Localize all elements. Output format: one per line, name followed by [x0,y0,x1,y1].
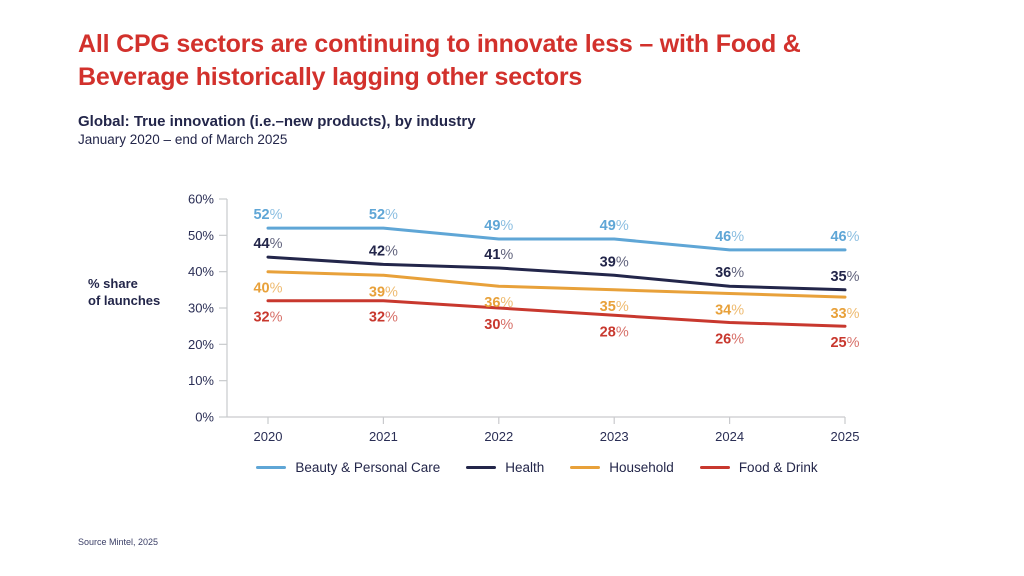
data-label-health: 42% [369,243,398,259]
y-tick-label: 30% [188,301,214,316]
data-label-health: 44% [253,236,282,252]
y-tick-label: 0% [195,410,214,425]
series-line-household [266,270,847,299]
legend-swatch-health [466,465,497,470]
data-label-food-and-drink: 32% [369,310,398,326]
data-label-beauty-and-personal-care: 49% [600,218,629,234]
data-label-household: 33% [830,306,859,322]
legend-label: Household [609,460,674,475]
x-tick-label: 2020 [254,429,283,444]
slide-title-line2: Beverage historically lagging other sect… [78,63,583,91]
data-label-beauty-and-personal-care: 52% [253,207,282,223]
series-line-health [266,255,847,292]
x-tick-label: 2021 [369,429,398,444]
chart-legend: Beauty & Personal Care Health Household Foo… [25,460,1024,475]
legend-label: Food & Drink [738,460,818,475]
data-label-health: 35% [830,269,859,285]
y-tick-label: 50% [188,228,214,243]
data-label-health: 36% [715,265,744,281]
data-label-beauty-and-personal-care: 52% [369,207,398,223]
data-label-food-and-drink: 28% [600,324,629,340]
slide-title-line1: All CPG sectors are continuing to innova… [78,30,801,58]
data-label-beauty-and-personal-care: 49% [484,218,513,234]
y-tick-label: 40% [188,264,214,279]
y-tick-label: 20% [188,337,214,352]
data-label-household: 39% [369,284,398,300]
legend-item-food-and-drink: Food & Drink [699,460,818,475]
series-line-food-and-drink [266,299,847,328]
legend-swatch-food-and-drink [699,465,730,470]
y-axis-title-line2: of launches [88,292,161,308]
legend-item-household: Household [570,460,674,475]
data-label-health: 39% [600,254,629,270]
data-label-food-and-drink: 32% [253,310,282,326]
data-label-beauty-and-personal-care: 46% [715,229,744,245]
x-tick-label: 2023 [600,429,629,444]
y-axis-title-line1: % share [88,276,138,291]
legend-item-health: Health [466,460,544,475]
y-tick-label: 10% [188,373,214,388]
x-tick-label: 2025 [831,429,860,444]
data-label-health: 41% [484,247,513,263]
chart-subtitle: Global: True innovation (i.e.–new produc… [78,113,476,130]
data-label-food-and-drink: 26% [715,332,744,348]
legend-swatch-household [570,465,601,470]
y-axis-title: % share of launches [88,276,160,310]
slide-title: All CPG sectors are continuing to innova… [78,28,1018,94]
source-note: Source Mintel, 2025 [78,537,159,547]
legend-swatch-beauty-and-personal-care [256,465,287,470]
legend-item-beauty-and-personal-care: Beauty & Personal Care [256,460,440,475]
data-label-beauty-and-personal-care: 46% [830,229,859,245]
x-tick-label: 2024 [715,429,744,444]
data-label-household: 34% [715,302,744,318]
y-tick-label: 60% [188,192,214,207]
data-label-household: 35% [600,299,629,315]
legend-label: Beauty & Personal Care [295,460,441,475]
data-label-household: 36% [484,295,513,311]
x-tick-label: 2022 [484,429,513,444]
chart-header: Global: True innovation (i.e.–new produc… [78,113,476,147]
data-label-food-and-drink: 30% [484,317,513,333]
chart-date-range: January 2020 – end of March 2025 [78,132,288,147]
series-line-beauty-and-personal-care [266,226,847,252]
data-label-food-and-drink: 25% [830,335,859,351]
data-label-household: 40% [253,281,282,297]
legend-label: Health [505,460,545,475]
